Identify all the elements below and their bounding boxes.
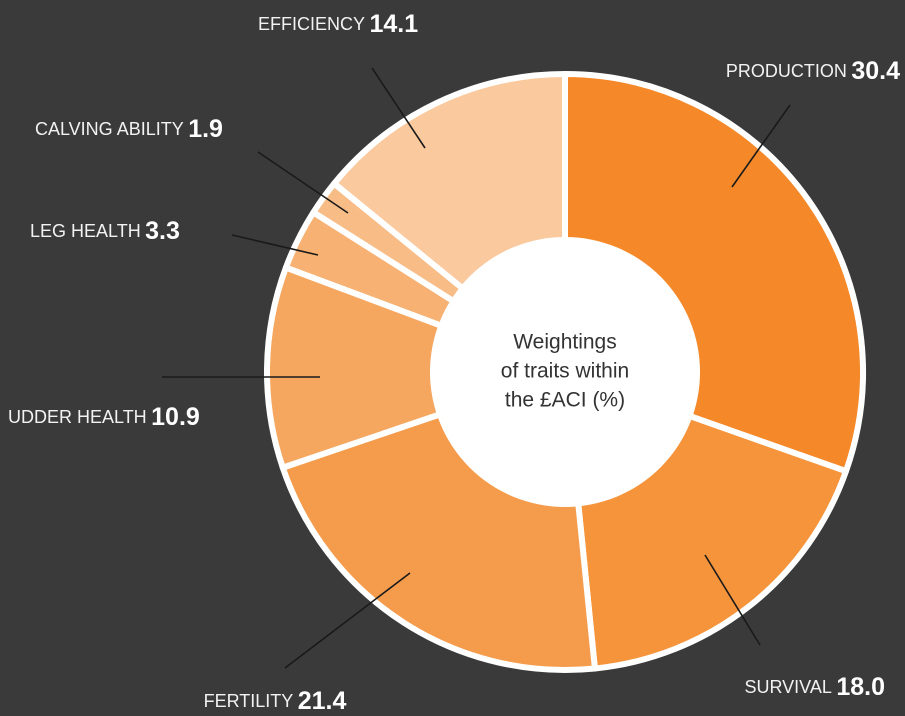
category-label: LEG HEALTH (30, 221, 141, 241)
value-label: 14.1 (369, 10, 418, 38)
value-label: 21.4 (298, 687, 347, 715)
value-label: 18.0 (836, 673, 885, 701)
leader-line (371, 67, 426, 149)
category-label: EFFICIENCY (258, 14, 365, 34)
center-text: Weightings (513, 331, 617, 354)
category-label: SURVIVAL (745, 677, 832, 697)
value-label: 1.9 (188, 115, 223, 143)
donut-hole (430, 237, 700, 507)
slice-label: UDDER HEALTH 10.9 (8, 403, 200, 431)
slice-label: PRODUCTION 30.4 (726, 57, 900, 85)
category-label: PRODUCTION (726, 61, 847, 81)
category-label: UDDER HEALTH (8, 407, 147, 427)
slice-label: SURVIVAL 18.0 (745, 673, 886, 701)
category-label: CALVING ABILITY (35, 119, 184, 139)
value-label: 10.9 (151, 403, 200, 431)
center-text: of traits within (501, 360, 629, 383)
center-text: the £ACI (%) (505, 389, 625, 412)
leader-line (731, 104, 791, 188)
slice-label: LEG HEALTH 3.3 (30, 217, 180, 245)
leader-line (231, 234, 319, 256)
leader-line (704, 554, 761, 646)
leader-line (284, 572, 411, 669)
value-label: 3.3 (145, 217, 180, 245)
donut-slice (264, 264, 568, 471)
leader-line (257, 151, 349, 214)
slice-label: CALVING ABILITY 1.9 (35, 115, 223, 143)
slice-label: EFFICIENCY 14.1 (258, 10, 418, 38)
slice-label: FERTILITY 21.4 (204, 687, 347, 715)
category-label: FERTILITY (204, 691, 294, 711)
value-label: 30.4 (851, 57, 900, 85)
